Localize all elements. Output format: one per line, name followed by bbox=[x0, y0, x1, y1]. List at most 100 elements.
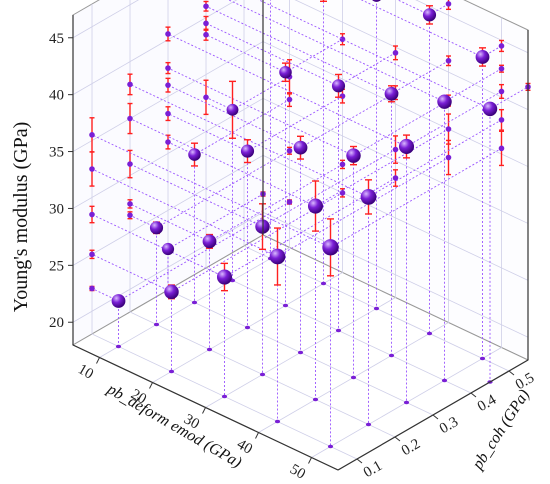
data-point bbox=[475, 50, 490, 64]
data-point bbox=[164, 284, 179, 300]
floor-point bbox=[312, 397, 319, 402]
floor-point bbox=[335, 328, 342, 333]
data-point bbox=[331, 79, 346, 93]
floor-point bbox=[168, 369, 175, 374]
data-point bbox=[216, 269, 233, 285]
z-tick-label: 20 bbox=[49, 315, 64, 331]
data-point bbox=[307, 198, 324, 214]
floor-point bbox=[206, 347, 213, 352]
floor-point bbox=[259, 372, 266, 377]
z-tick-label: 30 bbox=[49, 201, 64, 217]
wall-point bbox=[498, 65, 505, 72]
floor-point bbox=[282, 303, 289, 308]
grid-line-x bbox=[99, 0, 290, 358]
wall-point bbox=[127, 201, 133, 207]
data-point bbox=[322, 239, 339, 256]
data-point bbox=[482, 101, 498, 117]
projection-line bbox=[232, 76, 290, 111]
wall-point bbox=[445, 154, 452, 161]
floor-point bbox=[191, 300, 198, 305]
projection-line bbox=[91, 253, 172, 293]
data-point bbox=[293, 140, 308, 155]
projection-line bbox=[129, 203, 210, 242]
data-point bbox=[226, 103, 239, 116]
data-point bbox=[202, 234, 217, 249]
z-axis-label: Young's modulus (GPa) bbox=[10, 122, 32, 313]
projection-line bbox=[205, 34, 286, 73]
wall-point bbox=[127, 115, 133, 122]
data-point bbox=[372, 0, 381, 2]
projection-line bbox=[258, 0, 491, 110]
wall-point bbox=[165, 65, 171, 71]
grid-line-x bbox=[152, 0, 343, 383]
floor-point bbox=[388, 353, 395, 358]
projection-line bbox=[209, 164, 343, 242]
data-point bbox=[149, 221, 164, 235]
y-tick bbox=[470, 392, 477, 398]
data-point bbox=[111, 294, 126, 308]
wall-point bbox=[392, 175, 399, 181]
floor-point bbox=[115, 344, 122, 349]
wall-point bbox=[203, 20, 209, 27]
wall-point bbox=[203, 3, 209, 10]
floor-point bbox=[320, 281, 327, 286]
data-point bbox=[384, 86, 399, 101]
projection-line bbox=[391, 60, 449, 95]
wall-point bbox=[498, 43, 505, 49]
data-point bbox=[360, 189, 377, 205]
x-tick-label: 40 bbox=[234, 436, 255, 457]
floor-point bbox=[365, 422, 372, 427]
z-tick-label: 40 bbox=[49, 88, 64, 104]
wall-point bbox=[89, 251, 95, 258]
data-point bbox=[161, 242, 175, 256]
floor-point bbox=[441, 378, 448, 383]
z-tick-label: 25 bbox=[49, 258, 64, 274]
y-tick bbox=[394, 436, 401, 442]
wall-point bbox=[339, 36, 346, 43]
x-tick-label: 50 bbox=[287, 461, 308, 482]
wall-point bbox=[127, 212, 133, 219]
data-point bbox=[437, 94, 452, 109]
grid-line-z bbox=[72, 0, 529, 54]
projection-line bbox=[444, 68, 502, 103]
data-point bbox=[279, 65, 292, 79]
x-tick bbox=[96, 357, 100, 364]
data-points bbox=[111, 0, 498, 308]
projection-line bbox=[285, 38, 343, 73]
wall-point bbox=[127, 161, 133, 167]
projection-line bbox=[167, 113, 248, 152]
wall-projections bbox=[89, 0, 531, 302]
projection-line bbox=[277, 157, 449, 257]
wall-point bbox=[203, 94, 209, 101]
wall-point bbox=[286, 96, 293, 103]
floor-point bbox=[327, 444, 334, 449]
drop-lines bbox=[118, 0, 491, 447]
wall-point bbox=[339, 190, 346, 196]
x-tick-label: 30 bbox=[181, 411, 202, 432]
wall-point bbox=[339, 161, 346, 168]
projection-line bbox=[262, 149, 396, 227]
wall-point bbox=[392, 146, 399, 153]
wall-point bbox=[165, 110, 171, 117]
data-point bbox=[422, 8, 437, 22]
floor-point bbox=[274, 419, 281, 424]
projection-line bbox=[338, 52, 396, 87]
y-tick bbox=[508, 370, 515, 376]
chart-axes bbox=[68, 0, 529, 471]
y-tick-label: 0.3 bbox=[437, 414, 461, 437]
wall-point bbox=[286, 147, 293, 154]
projection-line bbox=[129, 163, 263, 227]
wall-point bbox=[89, 211, 95, 218]
y-tick bbox=[356, 458, 363, 464]
floor-point bbox=[350, 375, 357, 380]
projection-line bbox=[156, 150, 290, 229]
wall-point bbox=[498, 145, 505, 152]
x-tick-label: 10 bbox=[75, 361, 96, 382]
wall-point bbox=[498, 88, 505, 95]
y-tick-label: 0.1 bbox=[361, 458, 385, 481]
projection-line bbox=[368, 119, 502, 198]
x-tick bbox=[149, 382, 153, 389]
projection-line bbox=[167, 84, 301, 149]
y-tick-label: 0.2 bbox=[399, 436, 423, 459]
